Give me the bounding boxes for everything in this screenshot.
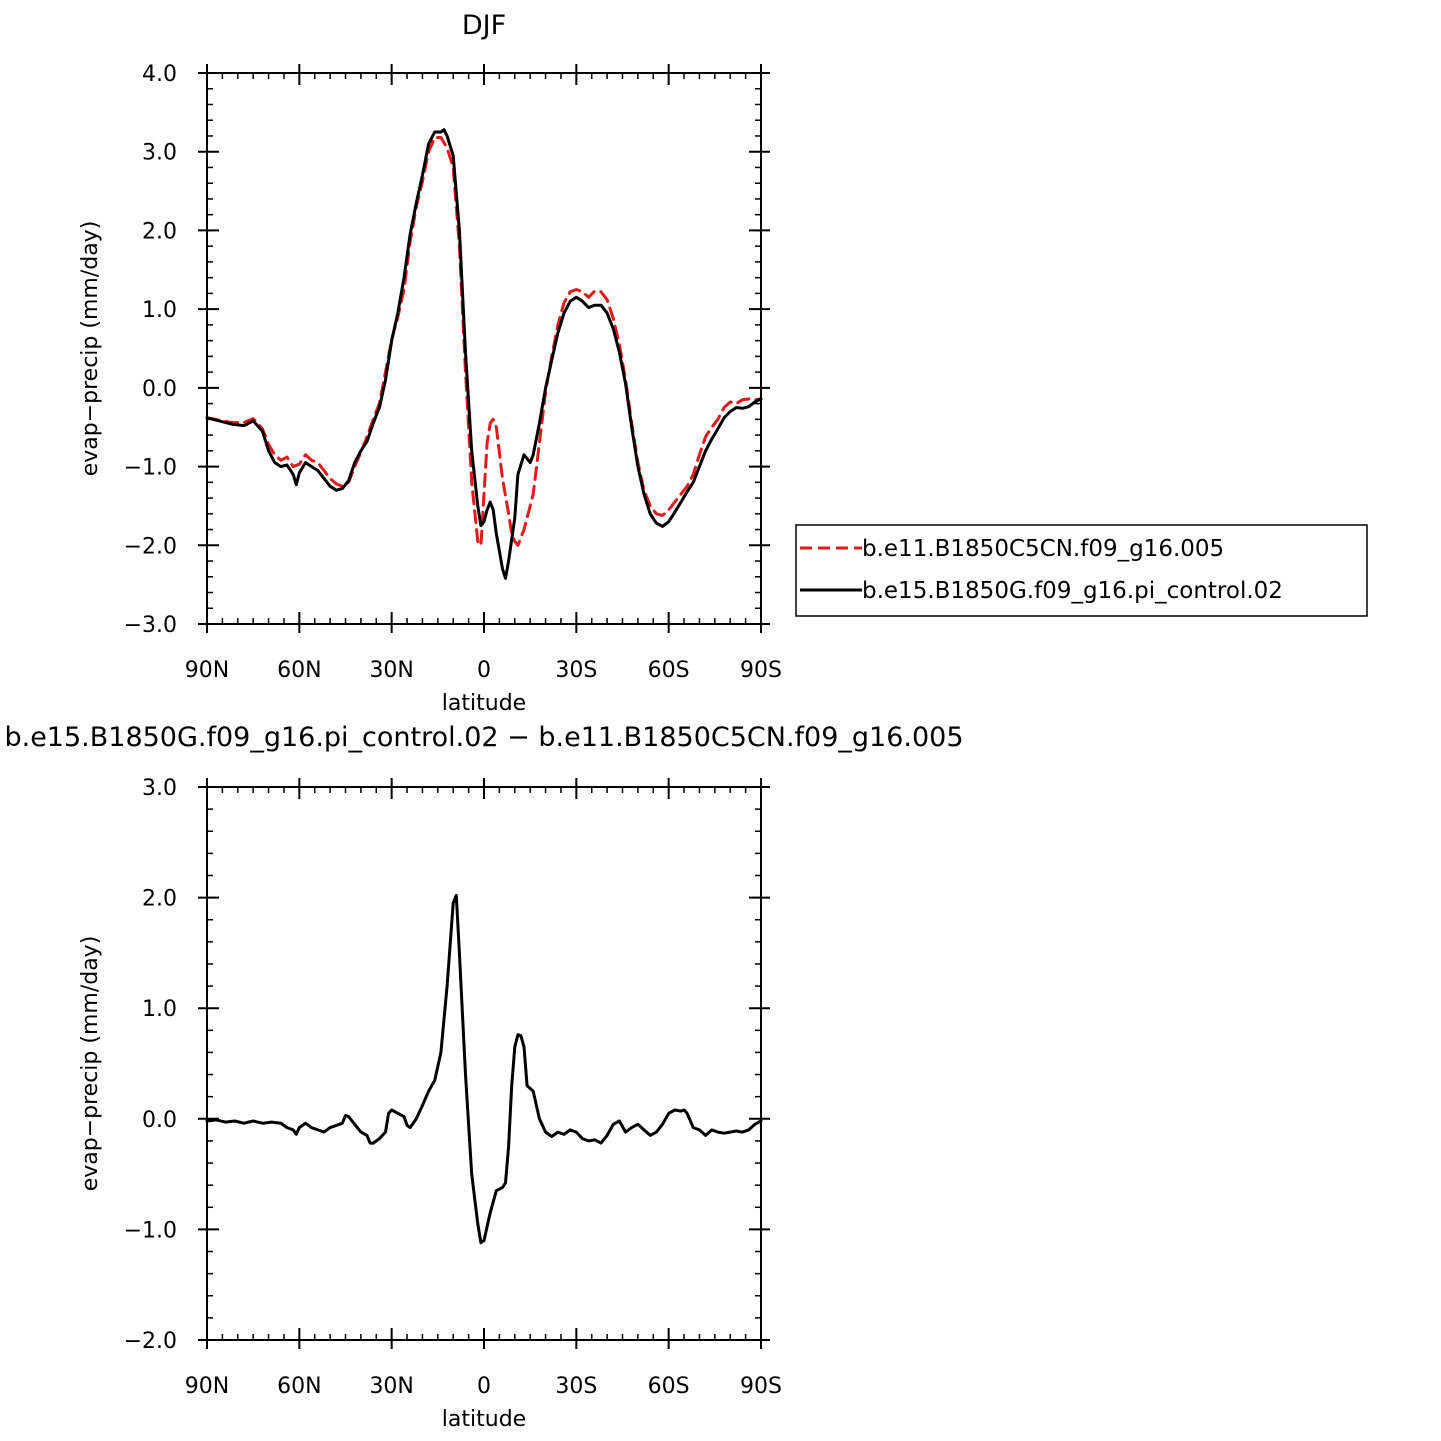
x-tick-label: 90S: [740, 1374, 782, 1399]
series-line-0: [205, 893, 763, 1245]
y-tick-label: −2.0: [124, 1329, 177, 1354]
x-tick-label: 60N: [277, 1374, 321, 1399]
x-tick-label: 60S: [648, 1374, 690, 1399]
plot-frame: [206, 786, 762, 1341]
djf-panel: DJF 90N 60N 30N 0 30S 60S 90S −3.0 −2.0 −1.0 0.0 1.0…: [78, 10, 782, 716]
y-tick-label: 0.0: [142, 1108, 177, 1133]
y-tick-label: 2.0: [142, 887, 177, 912]
x-tick-label: 90N: [185, 658, 229, 683]
legend-entry-1: b.e15.B1850G.f09_g16.pi_control.02: [862, 578, 1283, 604]
y-tick-label: 3.0: [142, 141, 177, 166]
x-tick-label: 30S: [555, 658, 597, 683]
x-tick-label: 60N: [277, 658, 321, 683]
x-tick-label: 90N: [185, 1374, 229, 1399]
y-axis-label: evap−precip (mm/day): [78, 936, 103, 1192]
x-tick-label: 30S: [555, 1374, 597, 1399]
y-tick-label: 1.0: [142, 997, 177, 1022]
x-axis-label: latitude: [442, 1407, 526, 1432]
y-tick-label: 0.0: [142, 377, 177, 402]
plot-frame: [206, 72, 762, 625]
difference-panel: b.e15.B1850G.f09_g16.pi_control.02 − b.e…: [4, 722, 963, 1432]
series-line-0: [205, 136, 763, 547]
y-tick-label: 4.0: [142, 62, 177, 87]
y-tick-label: 3.0: [142, 776, 177, 801]
series-line-1: [205, 128, 763, 580]
x-tick-label: 0: [477, 658, 491, 683]
chart-title: b.e15.B1850G.f09_g16.pi_control.02 − b.e…: [4, 722, 963, 753]
x-tick-label: 90S: [740, 658, 782, 683]
chart-title: DJF: [462, 10, 506, 41]
legend: b.e11.B1850C5CN.f09_g16.005 b.e15.B1850G.…: [795, 524, 1368, 617]
y-tick-label: 2.0: [142, 219, 177, 244]
legend-box: [795, 524, 1368, 617]
x-tick-label: 30N: [369, 1374, 413, 1399]
y-tick-label: −1.0: [124, 456, 177, 481]
y-tick-label: −3.0: [124, 613, 177, 638]
x-axis-label: latitude: [442, 691, 526, 716]
y-tick-label: −1.0: [124, 1218, 177, 1243]
y-tick-label: 1.0: [142, 298, 177, 323]
y-axis-label: evap−precip (mm/day): [78, 221, 103, 477]
x-tick-label: 0: [477, 1374, 491, 1399]
legend-entry-0: b.e11.B1850C5CN.f09_g16.005: [862, 536, 1224, 562]
y-tick-label: −2.0: [124, 534, 177, 559]
x-tick-label: 30N: [369, 658, 413, 683]
x-tick-label: 60S: [648, 658, 690, 683]
